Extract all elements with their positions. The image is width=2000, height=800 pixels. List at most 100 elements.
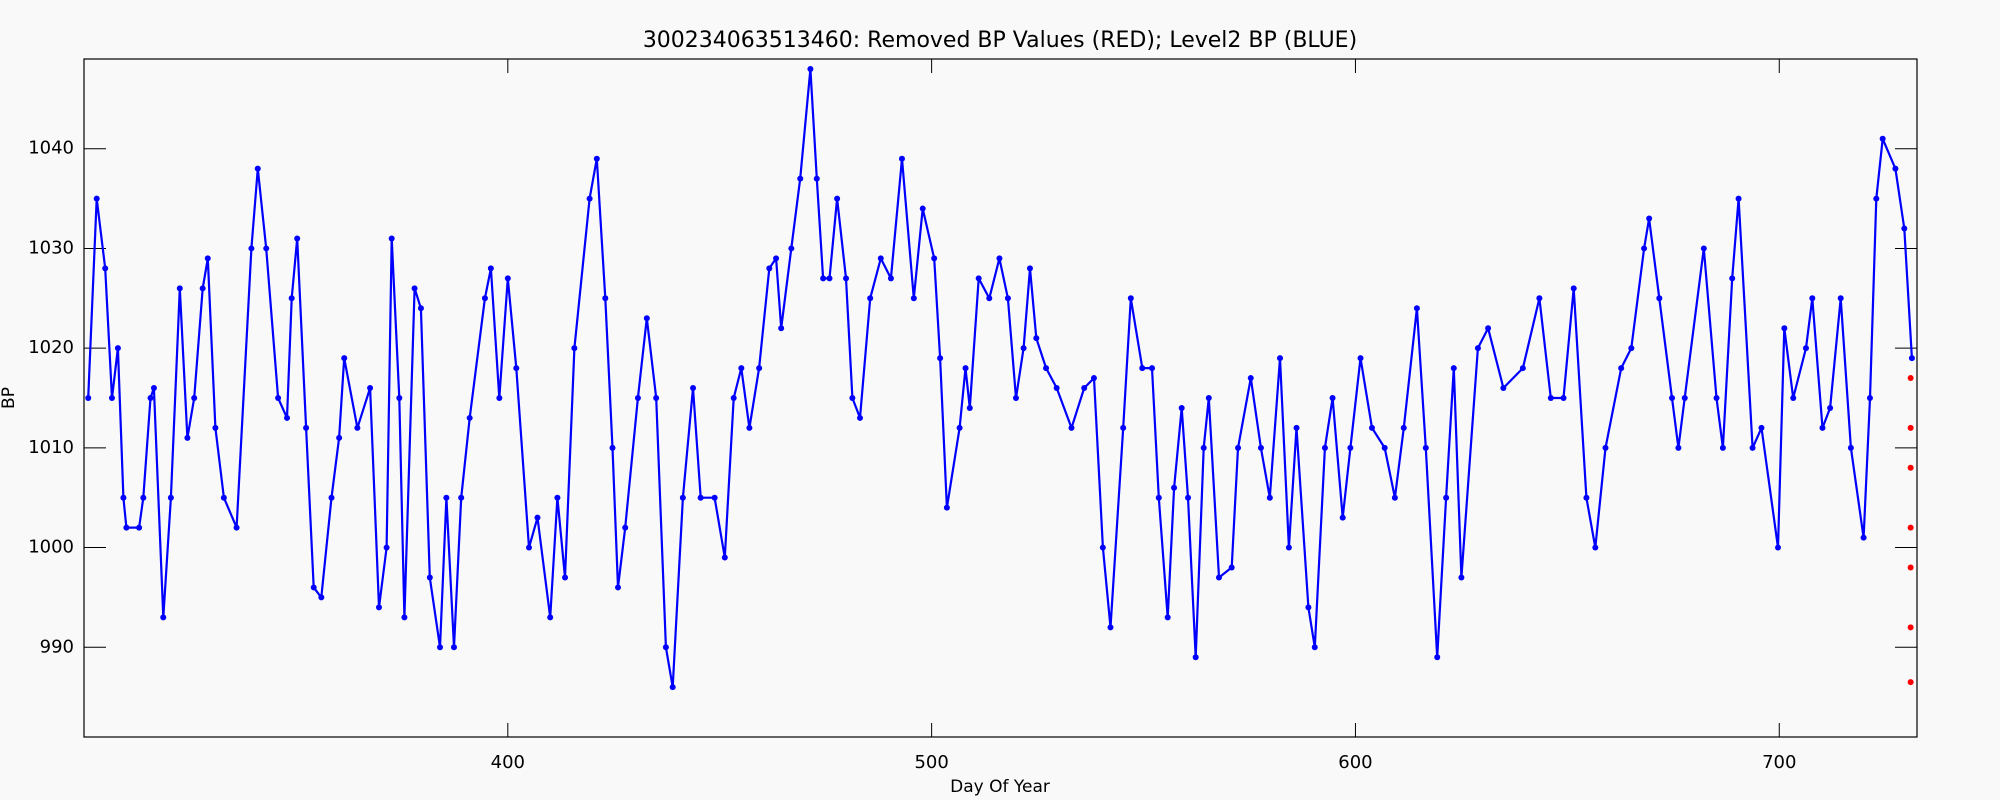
- data-point: [254, 165, 261, 172]
- plot-frame: [83, 58, 1918, 738]
- data-point: [212, 424, 219, 431]
- data-point: [996, 255, 1003, 262]
- data-point: [1200, 444, 1207, 451]
- data-point: [1907, 564, 1914, 571]
- data-point: [496, 395, 503, 401]
- data-point: [1719, 444, 1726, 451]
- data-point: [849, 395, 856, 401]
- data-point: [898, 155, 905, 162]
- data-point: [1099, 544, 1106, 551]
- data-point: [1004, 295, 1011, 302]
- data-point: [711, 494, 718, 501]
- data-point: [1329, 395, 1336, 401]
- data-point: [1802, 345, 1809, 352]
- data-point: [1675, 444, 1682, 451]
- data-point: [1277, 355, 1284, 362]
- data-point: [1422, 444, 1429, 451]
- data-point: [1735, 195, 1742, 202]
- data-point: [481, 295, 488, 302]
- data-point: [1178, 404, 1185, 411]
- data-point: [797, 175, 804, 182]
- data-point: [401, 614, 408, 621]
- data-point: [690, 385, 697, 392]
- data-point: [877, 255, 884, 262]
- data-point: [615, 584, 622, 591]
- data-point: [1164, 614, 1171, 621]
- data-point: [746, 424, 753, 431]
- data-point: [120, 494, 127, 501]
- data-point: [1519, 365, 1526, 372]
- data-point: [1400, 424, 1407, 431]
- data-point: [220, 494, 227, 501]
- data-point: [1681, 395, 1688, 401]
- data-point: [643, 315, 650, 322]
- data-point: [383, 544, 390, 551]
- data-point: [1043, 365, 1050, 372]
- data-point: [1391, 494, 1398, 501]
- data-point: [328, 494, 335, 501]
- y-tick-label: 1040: [28, 138, 74, 159]
- data-point: [1908, 355, 1915, 362]
- data-point: [375, 604, 382, 611]
- data-point: [622, 524, 629, 531]
- data-point: [1020, 345, 1027, 352]
- data-point: [1749, 444, 1756, 451]
- data-point: [554, 494, 561, 501]
- data-point: [1907, 524, 1914, 531]
- data-point: [634, 395, 641, 401]
- data-point: [1713, 395, 1720, 401]
- x-tick-label: 600: [1338, 752, 1372, 773]
- data-point: [367, 385, 374, 392]
- y-axis-label: BP: [0, 387, 19, 409]
- data-point: [867, 295, 874, 302]
- data-point: [1127, 295, 1134, 302]
- data-point: [1090, 375, 1097, 382]
- data-point: [1434, 654, 1441, 661]
- data-point: [150, 385, 157, 392]
- data-point: [910, 295, 917, 302]
- data-point: [1592, 544, 1599, 551]
- data-point: [1907, 375, 1914, 382]
- data-point: [1192, 654, 1199, 661]
- data-point: [1866, 395, 1873, 401]
- data-point: [756, 365, 763, 372]
- data-point: [1120, 424, 1127, 431]
- data-point: [93, 195, 100, 202]
- data-point: [1257, 444, 1264, 451]
- data-point: [1235, 444, 1242, 451]
- data-point: [233, 524, 240, 531]
- data-point: [1536, 295, 1543, 302]
- data-point: [437, 644, 444, 651]
- data-point: [318, 594, 325, 601]
- data-point: [1149, 365, 1156, 372]
- data-point: [1809, 295, 1816, 302]
- x-tick-label: 700: [1762, 752, 1796, 773]
- data-point: [114, 345, 121, 352]
- data-point: [396, 395, 403, 401]
- data-point: [1819, 424, 1826, 431]
- y-tick-label: 1010: [28, 437, 74, 458]
- data-point: [487, 265, 494, 272]
- data-point: [167, 494, 174, 501]
- data-point: [504, 275, 511, 282]
- data-point: [1012, 395, 1019, 401]
- data-point: [662, 644, 669, 651]
- data-point: [943, 504, 950, 511]
- data-point: [1901, 225, 1908, 232]
- data-point: [288, 295, 295, 302]
- data-point: [140, 494, 147, 501]
- data-point: [263, 245, 270, 252]
- data-point: [966, 404, 973, 411]
- data-point: [85, 395, 92, 401]
- data-point: [1026, 265, 1033, 272]
- data-point: [1368, 424, 1375, 431]
- data-point: [813, 175, 820, 182]
- y-tick-label: 1000: [28, 537, 74, 558]
- data-point: [721, 554, 728, 561]
- data-point: [962, 365, 969, 372]
- data-point: [1774, 544, 1781, 551]
- data-point: [1583, 494, 1590, 501]
- data-point: [513, 365, 520, 372]
- data-point: [275, 395, 282, 401]
